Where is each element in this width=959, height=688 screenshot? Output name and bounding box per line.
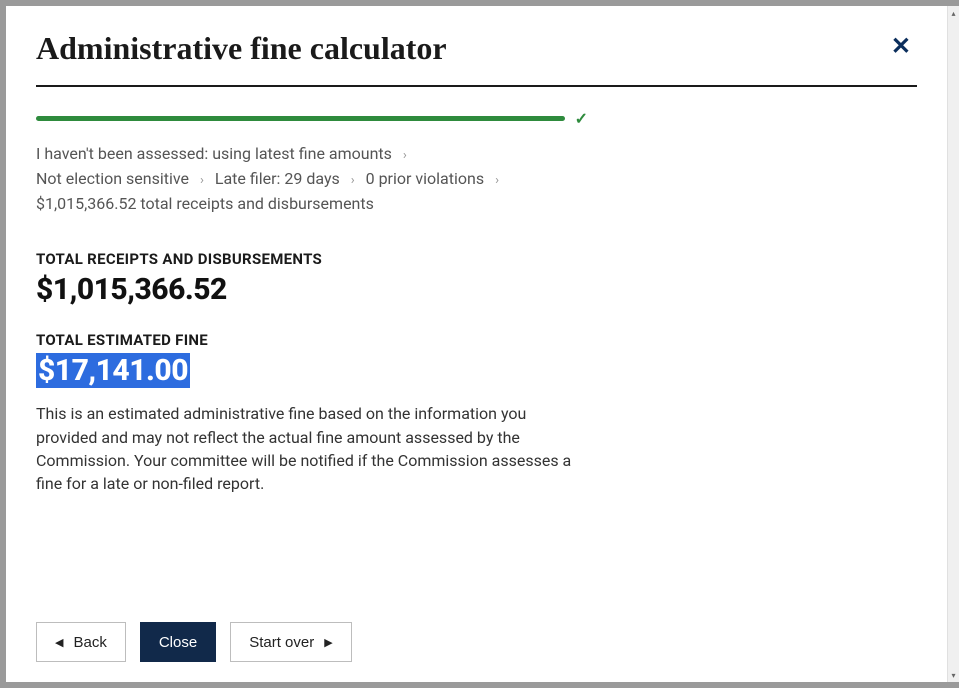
chevron-right-icon: › [403,148,407,163]
fine-amount-wrap: $17,141.00 [36,353,917,388]
title-divider [36,85,917,87]
breadcrumb-item[interactable]: $1,015,366.52 total receipts and disburs… [36,194,374,213]
breadcrumb-item[interactable]: I haven't been assessed: using latest fi… [36,144,392,163]
chevron-right-icon: › [351,173,355,188]
chevron-right-icon: › [200,173,204,188]
progress-row: ✓ [36,109,917,128]
close-button-label: Close [159,634,197,651]
fine-amount: $17,141.00 [36,353,190,388]
vertical-scrollbar[interactable]: ▴ ▾ [947,6,959,682]
start-over-button-label: Start over [249,634,314,651]
modal-footer: ◀ Back Close Start over ▶ [36,622,352,662]
triangle-right-icon: ▶ [324,636,332,649]
check-icon: ✓ [575,109,588,128]
disclaimer-text: This is an estimated administrative fine… [36,402,576,495]
triangle-left-icon: ◀ [55,636,63,649]
fine-label: TOTAL ESTIMATED FINE [36,331,917,349]
modal-sheet: Administrative fine calculator ✕ ✓ I hav… [6,6,947,682]
scroll-down-icon[interactable]: ▾ [948,668,959,682]
modal-header: Administrative fine calculator ✕ [36,30,917,67]
back-button[interactable]: ◀ Back [36,622,126,662]
close-button[interactable]: Close [140,622,216,662]
scroll-up-icon[interactable]: ▴ [948,6,959,20]
breadcrumb: I haven't been assessed: using latest fi… [36,142,676,216]
breadcrumb-item[interactable]: Not election sensitive [36,169,189,188]
breadcrumb-item[interactable]: Late filer: 29 days [215,169,340,188]
receipts-amount: $1,015,366.52 [36,272,917,307]
back-button-label: Back [73,634,106,651]
start-over-button[interactable]: Start over ▶ [230,622,352,662]
breadcrumb-item[interactable]: 0 prior violations [366,169,484,188]
modal-title: Administrative fine calculator [36,30,447,67]
fine-calculator-modal: Administrative fine calculator ✕ ✓ I hav… [6,6,947,682]
chevron-right-icon: › [495,173,499,188]
progress-bar-fill [36,116,565,121]
close-icon[interactable]: ✕ [885,30,917,62]
receipts-label: TOTAL RECEIPTS AND DISBURSEMENTS [36,250,917,268]
